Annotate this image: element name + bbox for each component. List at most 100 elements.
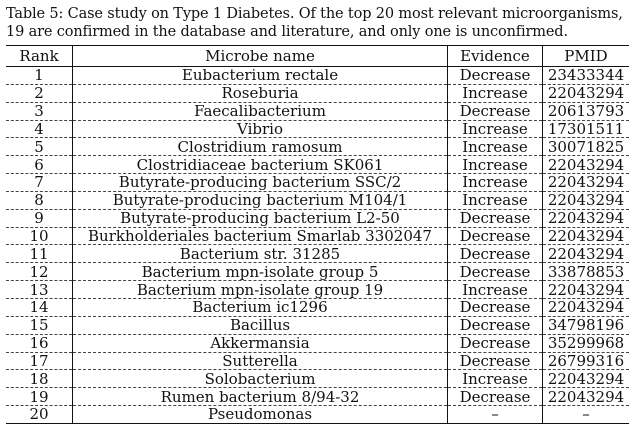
table-row: 6 Clostridiaceae bacterium SK061 Increase 2… — [6, 155, 629, 175]
cell-microbe-name: Eubacterium rectale — [72, 66, 448, 85]
table-row: 17 Sutterella Decrease 26799316 — [6, 352, 629, 371]
table-row: 12 Bacterium mpn-isolate group 5 Decrease 3… — [6, 262, 629, 282]
cell-rank: 6 — [6, 155, 73, 175]
cell-rank: 8 — [6, 191, 73, 210]
cell-rank: 7 — [6, 173, 73, 192]
cell-evidence: Increase — [447, 280, 543, 299]
cell-rank: 12 — [6, 262, 73, 282]
table-row: 1 Eubacterium rectale Decrease 23433344 — [6, 66, 629, 85]
cell-microbe-name: Akkermansia — [72, 334, 448, 353]
cell-microbe-name: Faecalibacterium — [72, 102, 448, 121]
cell-microbe-name: Bacterium mpn-isolate group 19 — [72, 280, 448, 299]
cell-evidence: Decrease — [447, 66, 543, 85]
cell-microbe-name: Solobacterium — [72, 369, 448, 389]
cell-pmid: 22043294 — [542, 280, 629, 299]
cell-rank: 9 — [6, 209, 73, 228]
table-row: 3 Faecalibacterium Decrease 20613793 — [6, 102, 629, 121]
cell-rank: 17 — [6, 352, 73, 371]
cell-microbe-name: Clostridiaceae bacterium SK061 — [72, 155, 448, 175]
cell-rank: 11 — [6, 244, 73, 264]
microbe-table: Rank Microbe name Evidence PMID 1 Eubacte… — [6, 45, 629, 424]
cell-evidence: Decrease — [447, 227, 543, 246]
table-row: 13 Bacterium mpn-isolate group 19 Increase… — [6, 280, 629, 299]
cell-evidence: Increase — [447, 84, 543, 103]
table-row: 20 Pseudomonas – – — [6, 405, 629, 424]
cell-pmid: 20613793 — [542, 102, 629, 121]
table-row: 4 Vibrio Increase 17301511 — [6, 120, 629, 139]
table-row: 5 Clostridium ramosum Increase 30071825 — [6, 137, 629, 157]
cell-pmid: 35299968 — [542, 334, 629, 353]
cell-rank: 1 — [6, 66, 73, 85]
table-row: 11 Bacterium str. 31285 Decrease 22043294 — [6, 244, 629, 264]
table-row: 14 Bacterium ic1296 Decrease 22043294 — [6, 298, 629, 317]
table-row: 16 Akkermansia Decrease 35299968 — [6, 334, 629, 353]
cell-pmid: 23433344 — [542, 66, 629, 85]
cell-pmid: 26799316 — [542, 352, 629, 371]
cell-evidence: Increase — [447, 137, 543, 157]
header-pmid: PMID — [542, 45, 629, 67]
cell-evidence: Decrease — [447, 316, 543, 335]
cell-pmid: 34798196 — [542, 316, 629, 335]
table-row: 7 Butyrate-producing bacterium SSC/2 Incre… — [6, 173, 629, 192]
cell-pmid: 22043294 — [542, 298, 629, 317]
table-header: Rank Microbe name Evidence PMID — [6, 45, 629, 67]
cell-rank: 4 — [6, 120, 73, 139]
cell-pmid: 30071825 — [542, 137, 629, 157]
cell-evidence: Increase — [447, 155, 543, 175]
cell-evidence: Decrease — [447, 262, 543, 282]
table-row: 19 Rumen bacterium 8/94-32 Decrease 2204329… — [6, 387, 629, 407]
table-body: 1 Eubacterium rectale Decrease 23433344 2 Ros… — [6, 66, 629, 424]
cell-microbe-name: Roseburia — [72, 84, 448, 103]
cell-pmid: – — [542, 405, 629, 424]
cell-evidence: Increase — [447, 120, 543, 139]
cell-rank: 10 — [6, 227, 73, 246]
header-row: Rank Microbe name Evidence PMID — [6, 45, 629, 67]
cell-microbe-name: Sutterella — [72, 352, 448, 371]
table-row: 10 Burkholderiales bacterium Smarlab 3302… — [6, 227, 629, 246]
cell-pmid: 22043294 — [542, 369, 629, 389]
table-row: 2 Roseburia Increase 22043294 — [6, 84, 629, 103]
cell-rank: 13 — [6, 280, 73, 299]
cell-evidence: Increase — [447, 369, 543, 389]
cell-evidence: Decrease — [447, 244, 543, 264]
cell-pmid: 33878853 — [542, 262, 629, 282]
cell-microbe-name: Bacterium str. 31285 — [72, 244, 448, 264]
cell-evidence: Decrease — [447, 102, 543, 121]
cell-microbe-name: Rumen bacterium 8/94-32 — [72, 387, 448, 407]
cell-evidence: Decrease — [447, 298, 543, 317]
cell-pmid: 22043294 — [542, 191, 629, 210]
cell-evidence: Decrease — [447, 352, 543, 371]
cell-rank: 2 — [6, 84, 73, 103]
cell-pmid: 22043294 — [542, 209, 629, 228]
cell-pmid: 22043294 — [542, 84, 629, 103]
table-row: 15 Bacillus Decrease 34798196 — [6, 316, 629, 335]
cell-pmid: 22043294 — [542, 387, 629, 407]
cell-microbe-name: Butyrate-producing bacterium M104/1 — [72, 191, 448, 210]
cell-evidence: Decrease — [447, 209, 543, 228]
table-caption: Table 5: Case study on Type 1 Diabetes. … — [6, 6, 623, 40]
cell-rank: 18 — [6, 369, 73, 389]
cell-microbe-name: Bacterium ic1296 — [72, 298, 448, 317]
cell-pmid: 17301511 — [542, 120, 629, 139]
cell-pmid: 22043294 — [542, 155, 629, 175]
header-evidence: Evidence — [447, 45, 543, 67]
table-row: 8 Butyrate-producing bacterium M104/1 Incr… — [6, 191, 629, 210]
cell-pmid: 22043294 — [542, 173, 629, 192]
table-row: 18 Solobacterium Increase 22043294 — [6, 369, 629, 389]
cell-microbe-name: Bacterium mpn-isolate group 5 — [72, 262, 448, 282]
cell-evidence: Increase — [447, 191, 543, 210]
cell-evidence: Decrease — [447, 334, 543, 353]
cell-microbe-name: Butyrate-producing bacterium SSC/2 — [72, 173, 448, 192]
cell-rank: 14 — [6, 298, 73, 317]
header-microbe-name: Microbe name — [72, 45, 448, 67]
cell-pmid: 22043294 — [542, 227, 629, 246]
cell-rank: 15 — [6, 316, 73, 335]
cell-evidence: – — [447, 405, 543, 424]
cell-rank: 3 — [6, 102, 73, 121]
cell-microbe-name: Pseudomonas — [72, 405, 448, 424]
cell-evidence: Increase — [447, 173, 543, 192]
cell-pmid: 22043294 — [542, 244, 629, 264]
cell-evidence: Decrease — [447, 387, 543, 407]
cell-rank: 5 — [6, 137, 73, 157]
